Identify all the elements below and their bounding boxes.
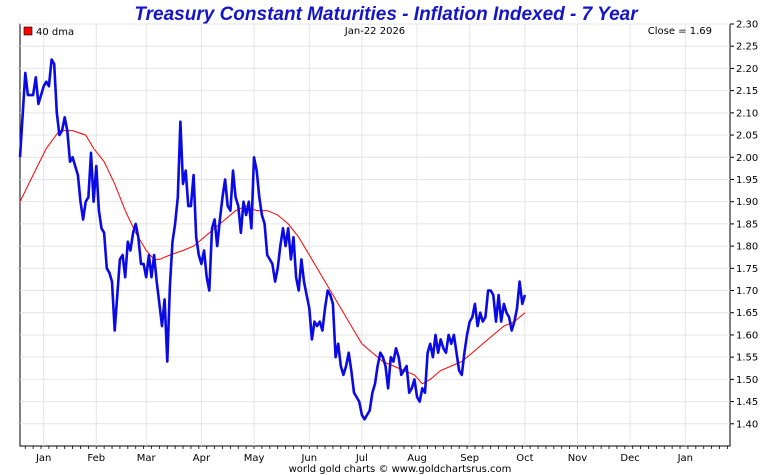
x-tick-label: Jan — [677, 453, 693, 464]
y-tick-label: 1.75 — [736, 264, 758, 275]
x-tick-label: May — [244, 453, 265, 464]
x-tick-label: Sep — [460, 453, 479, 464]
x-tick-label: Mar — [137, 453, 157, 464]
y-tick-label: 1.95 — [736, 175, 758, 186]
legend: 40 dma — [23, 26, 74, 38]
x-axis: Jan Feb Mar Apr May Jun Jul Aug Sep Oct Nov Dec Jan — [24, 446, 728, 464]
plot-area — [18, 23, 731, 447]
y-tick-label: 2.10 — [736, 108, 758, 119]
y-tick-label: 2.30 — [736, 20, 758, 31]
y-tick-label: 1.55 — [736, 353, 758, 364]
x-tick-label: Apr — [193, 453, 211, 464]
x-tick-label: Jun — [300, 453, 317, 464]
y-tick-label: 1.85 — [736, 219, 758, 230]
y-tick-label: 1.50 — [736, 375, 758, 386]
y-tick-label: 2.20 — [736, 64, 758, 75]
x-tick-label: Nov — [568, 453, 588, 464]
y-tick-label: 1.90 — [736, 197, 758, 208]
x-tick-label: Jul — [355, 453, 368, 464]
chart-title: Treasury Constant Maturities - Inflation… — [134, 4, 639, 25]
y-tick-label: 1.60 — [736, 330, 758, 341]
x-tick-label: Dec — [620, 453, 639, 464]
y-tick-label: 1.65 — [736, 308, 758, 319]
y-axis: 1.40 1.45 1.50 1.55 1.60 1.65 1.70 1.75 1.80 1.85… — [730, 20, 758, 430]
series-line-close — [18, 58, 527, 421]
y-tick-label: 2.15 — [736, 86, 758, 97]
date-label: Jan-22 2026 — [344, 26, 405, 37]
y-tick-label: 2.00 — [736, 153, 758, 164]
y-tick-label: 1.40 — [736, 419, 758, 430]
x-tick-label: Jan — [35, 453, 51, 464]
footer-credit: world gold charts © www.goldchartsrus.co… — [289, 464, 512, 475]
y-tick-label: 2.05 — [736, 131, 758, 142]
y-tick-label: 1.45 — [736, 397, 758, 408]
legend-swatch-40-dma — [23, 26, 33, 36]
legend-label-40-dma: 40 dma — [36, 27, 74, 38]
y-tick-label: 1.80 — [736, 242, 758, 253]
x-tick-label: Feb — [87, 453, 105, 464]
series-line-40-dma — [19, 130, 526, 385]
y-tick-label: 1.70 — [736, 286, 758, 297]
x-tick-label: Aug — [407, 453, 427, 464]
x-tick-label: Oct — [516, 453, 533, 464]
close-label: Close = 1.69 — [648, 26, 712, 37]
y-tick-label: 2.25 — [736, 42, 758, 53]
